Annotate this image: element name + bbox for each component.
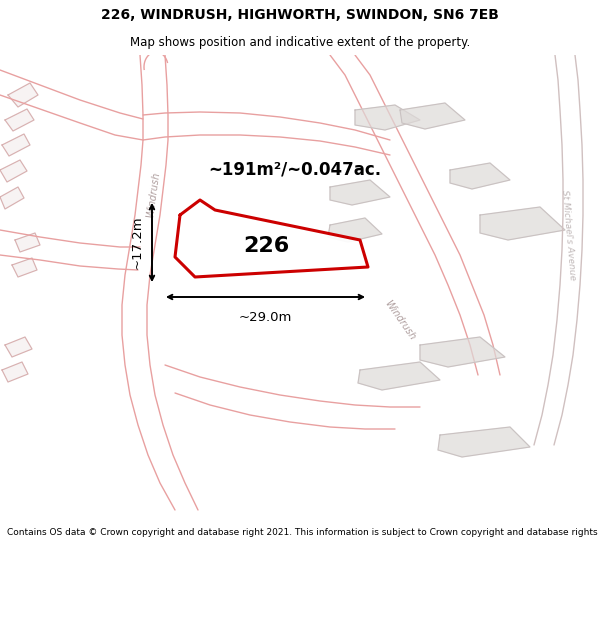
Text: St Michael's Avenue: St Michael's Avenue [560, 189, 577, 281]
Polygon shape [330, 180, 390, 205]
Polygon shape [438, 427, 530, 457]
Text: ~191m²/~0.047ac.: ~191m²/~0.047ac. [208, 161, 381, 179]
Polygon shape [12, 258, 37, 277]
Text: Map shows position and indicative extent of the property.: Map shows position and indicative extent… [130, 36, 470, 49]
Polygon shape [328, 218, 382, 242]
Polygon shape [2, 362, 28, 382]
Text: Windrush: Windrush [383, 298, 418, 342]
Polygon shape [400, 103, 465, 129]
Polygon shape [2, 134, 30, 156]
Polygon shape [450, 163, 510, 189]
Polygon shape [420, 337, 505, 367]
Polygon shape [5, 109, 34, 131]
Polygon shape [0, 187, 24, 209]
Polygon shape [8, 83, 38, 107]
Polygon shape [355, 105, 420, 130]
Polygon shape [175, 200, 368, 277]
Text: 226: 226 [244, 236, 290, 256]
Polygon shape [15, 233, 40, 252]
Polygon shape [358, 362, 440, 390]
Text: Windrush: Windrush [145, 171, 161, 219]
Polygon shape [0, 160, 27, 182]
Polygon shape [5, 337, 32, 357]
Text: Contains OS data © Crown copyright and database right 2021. This information is : Contains OS data © Crown copyright and d… [7, 528, 600, 537]
Polygon shape [480, 207, 565, 240]
Text: 226, WINDRUSH, HIGHWORTH, SWINDON, SN6 7EB: 226, WINDRUSH, HIGHWORTH, SWINDON, SN6 7… [101, 8, 499, 22]
Text: ~29.0m: ~29.0m [239, 311, 292, 324]
Text: ~17.2m: ~17.2m [131, 216, 144, 269]
